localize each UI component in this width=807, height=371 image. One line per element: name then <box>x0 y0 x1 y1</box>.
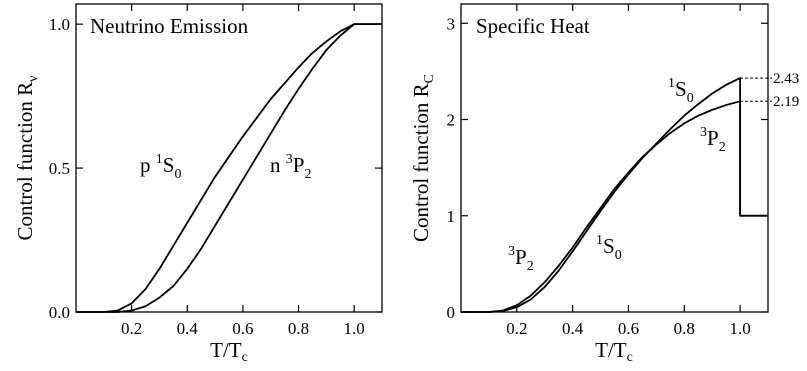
y-tick-label: 3 <box>447 14 456 33</box>
x-tick-label: 0.2 <box>506 319 527 338</box>
curve-label-n-3p2: n 3P2 <box>270 152 311 182</box>
x-tick-label: 0.2 <box>121 319 142 338</box>
tick-marks <box>461 4 768 313</box>
y-tick-label: 2 <box>447 111 456 130</box>
plot-frame <box>75 3 383 313</box>
curve-label-1s0-lower: 1S0 <box>596 233 622 263</box>
series-line-1 <box>76 23 382 313</box>
y-axis-title: Control function Rν <box>13 75 41 240</box>
curve-label-3p2-lower: 3P2 <box>508 244 534 274</box>
panel-title: Neutrino Emission <box>90 14 249 38</box>
curves <box>76 23 382 313</box>
x-axis-title: T/Tc <box>210 338 248 365</box>
x-tick-label: 0.6 <box>618 319 639 338</box>
neutrino-emission-panel: Neutrino Emission 0.2 0.4 0.6 0.8 1.0 0.0 0.5 1… <box>13 3 383 365</box>
series-line-0 <box>76 23 382 313</box>
x-tick-label: 0.8 <box>288 319 309 338</box>
panel-title: Specific Heat <box>476 14 590 38</box>
curves <box>461 77 768 313</box>
x-tick-label: 1.0 <box>729 319 750 338</box>
series-line-0 <box>461 77 768 313</box>
y-tick-label: 1 <box>447 207 456 226</box>
y-tick-label: 0.5 <box>49 159 70 178</box>
y-tick-label: 1.0 <box>49 15 70 34</box>
curve-label-p-1s0: p 1S0 <box>140 152 181 182</box>
x-tick-label: 0.4 <box>562 319 584 338</box>
series-line-1 <box>461 100 768 313</box>
annotation-label: 2.43 <box>773 71 799 87</box>
x-tick-label: 0.8 <box>674 319 695 338</box>
curve-label-3p2-upper: 3P2 <box>700 125 726 155</box>
y-tick-label: 0.0 <box>49 303 70 322</box>
tick-labels: 0.2 0.4 0.6 0.8 1.0 0.0 0.5 1.0 <box>49 15 365 338</box>
plot-frame <box>460 3 769 313</box>
x-tick-label: 0.6 <box>232 319 253 338</box>
tick-labels: 0.2 0.4 0.6 0.8 1.0 0 1 2 3 <box>447 14 751 338</box>
x-axis-title: T/Tc <box>595 338 633 365</box>
annotation-label: 2.19 <box>773 94 799 110</box>
x-tick-label: 0.4 <box>177 319 199 338</box>
curve-label-1s0-upper: 1S0 <box>668 76 694 106</box>
y-tick-label: 0 <box>447 303 456 322</box>
value-annotations: 2.43 2.19 <box>740 71 799 110</box>
x-tick-label: 1.0 <box>344 319 365 338</box>
y-axis-title: Control function RC <box>409 74 437 242</box>
